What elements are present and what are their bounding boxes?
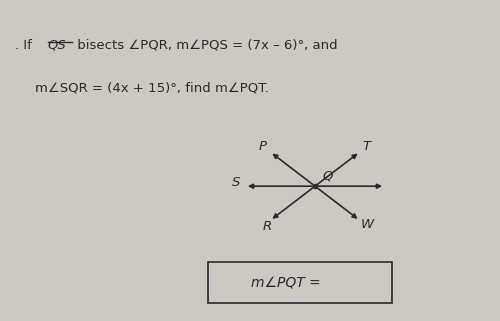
Text: P: P xyxy=(258,141,266,153)
Text: W: W xyxy=(361,218,374,231)
Text: . If: . If xyxy=(15,39,36,51)
Text: m∠PQT =: m∠PQT = xyxy=(250,275,320,290)
Text: Q: Q xyxy=(322,170,333,183)
Text: T: T xyxy=(362,141,370,153)
Text: R: R xyxy=(263,220,272,233)
Text: m∠SQR = (4x + 15)°, find m∠PQT.: m∠SQR = (4x + 15)°, find m∠PQT. xyxy=(35,82,269,95)
Text: S: S xyxy=(232,176,240,189)
Text: bisects ∠PQR, m∠PQS = (7x – 6)°, and: bisects ∠PQR, m∠PQS = (7x – 6)°, and xyxy=(72,39,337,51)
Text: QS: QS xyxy=(48,39,66,51)
FancyBboxPatch shape xyxy=(208,262,392,303)
